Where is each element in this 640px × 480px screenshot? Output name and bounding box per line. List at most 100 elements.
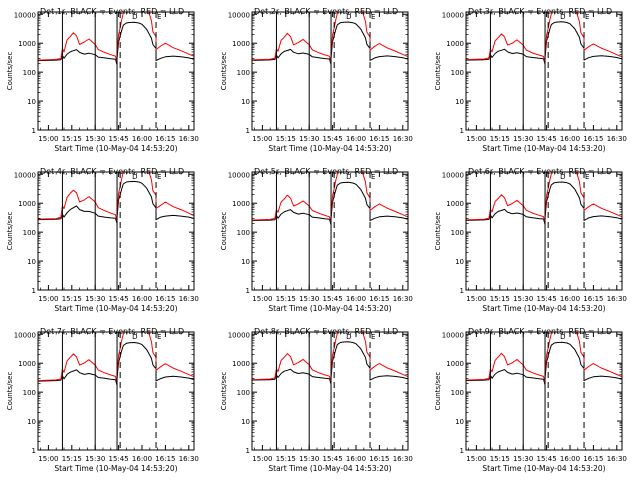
axis-frame [251,171,409,291]
plot-area [466,172,622,225]
y-tick-label: 1000 [232,360,250,368]
event-marker-label: D [132,13,137,21]
event-marker-label: D [560,173,565,181]
y-tick-label: 10 [241,418,250,426]
x-tick-label: 15:00 [252,295,272,303]
x-axis-label: Start Time (10-May-04 14:53:20) [268,464,391,473]
x-tick-label: 16:15 [583,455,603,463]
y-tick-label: 100 [237,229,250,237]
x-tick-label: 16:30 [607,295,627,303]
axis-frame [251,11,409,131]
y-tick-label: 100 [237,389,250,397]
x-axis-label: Start Time (10-May-04 14:53:20) [268,304,391,313]
x-tick-label: 15:30 [85,135,105,143]
x-tick-label: 15:15 [276,295,296,303]
x-tick-label: 16:15 [369,135,389,143]
y-tick-label: 100 [237,69,250,77]
event-marker-label: D [346,333,351,341]
y-tick-label: 1000 [18,40,36,48]
y-tick-label: 100 [23,389,36,397]
y-tick-label: 10000 [228,11,250,19]
axis-frame [37,11,195,131]
x-axis-label: Start Time (10-May-04 14:53:20) [482,464,605,473]
x-tick-label: 16:30 [393,455,413,463]
event-marker-label: E [371,333,375,341]
y-axis-label: Counts/sec [220,212,228,251]
y-tick-label: 1 [246,447,250,455]
event-marker-label: D [346,13,351,21]
x-tick-label: 16:00 [132,295,152,303]
x-axis-label: Start Time (10-May-04 14:53:20) [54,304,177,313]
y-tick-label: 1 [32,447,36,455]
y-axis-label: Counts/sec [6,372,14,411]
y-tick-label: 1000 [232,40,250,48]
lld-series-line [38,332,194,384]
x-axis-label: Start Time (10-May-04 14:53:20) [482,144,605,153]
y-tick-label: 100 [23,229,36,237]
event-marker-label: D [132,333,137,341]
x-tick-label: 16:15 [583,135,603,143]
y-tick-label: 10000 [442,171,464,179]
x-tick-label: 16:30 [393,135,413,143]
plot-area [252,332,408,385]
x-tick-label: 15:00 [252,135,272,143]
y-tick-label: 1 [32,287,36,295]
x-tick-label: 15:30 [513,135,533,143]
x-tick-label: 16:30 [179,455,199,463]
event-marker-label: D [560,333,565,341]
x-tick-label: 15:45 [323,135,343,143]
axis-frame [465,11,623,131]
x-tick-label: 16:30 [393,295,413,303]
axis-frame [465,331,623,451]
y-tick-label: 1000 [446,360,464,368]
x-tick-label: 15:00 [38,455,58,463]
x-tick-label: 16:30 [607,135,627,143]
x-tick-label: 16:00 [132,455,152,463]
axis-frame [37,331,195,451]
y-tick-label: 1000 [446,40,464,48]
x-axis-label: Start Time (10-May-04 14:53:20) [54,144,177,153]
event-marker-label: E [371,173,375,181]
lld-series-line [466,332,622,384]
x-tick-label: 15:00 [466,295,486,303]
x-tick-label: 15:30 [513,295,533,303]
lld-series-line [252,172,408,224]
y-tick-label: 100 [451,229,464,237]
x-tick-label: 15:15 [62,455,82,463]
y-tick-label: 1 [460,127,464,135]
x-tick-label: 15:00 [466,455,486,463]
x-tick-label: 15:00 [252,455,272,463]
event-marker-label: E [157,13,161,21]
x-tick-label: 15:30 [299,295,319,303]
x-tick-label: 15:45 [323,455,343,463]
x-tick-label: 15:00 [466,135,486,143]
x-tick-label: 15:45 [109,295,129,303]
event-marker-label: E [371,13,375,21]
x-tick-label: 16:15 [369,455,389,463]
event-marker-label: D [132,173,137,181]
x-tick-label: 15:15 [62,295,82,303]
event-marker-label: E [585,333,589,341]
y-tick-label: 10000 [14,11,36,19]
y-tick-label: 1000 [18,200,36,208]
y-tick-label: 10000 [442,11,464,19]
y-axis-label: Counts/sec [6,52,14,91]
x-tick-label: 15:00 [38,295,58,303]
event-marker-label: E [157,333,161,341]
y-tick-label: 1 [246,127,250,135]
y-tick-label: 10000 [14,171,36,179]
x-tick-label: 15:45 [109,135,129,143]
x-tick-label: 16:30 [179,295,199,303]
y-axis-label: Counts/sec [220,372,228,411]
x-tick-label: 15:15 [490,135,510,143]
lld-series-line [252,332,408,383]
x-tick-label: 16:00 [560,455,580,463]
x-tick-label: 16:00 [132,135,152,143]
